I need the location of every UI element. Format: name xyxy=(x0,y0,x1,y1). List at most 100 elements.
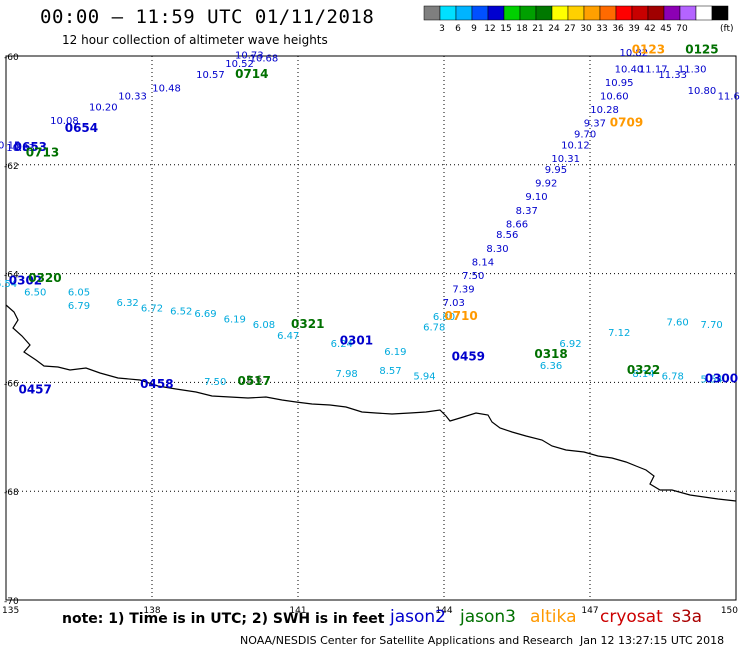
wave-height-value: 10.08 xyxy=(50,116,79,127)
wave-height-value: 10.83 xyxy=(6,143,35,154)
legend-tick-label: 3 xyxy=(439,24,445,34)
legend-swatch xyxy=(567,5,585,21)
legend-swatch xyxy=(455,5,473,21)
lat-lon-grid xyxy=(6,56,736,600)
wave-height-value: 10.57 xyxy=(196,70,225,81)
legend-tick-label: 36 xyxy=(612,24,624,34)
wave-height-value: 10.68 xyxy=(250,53,279,64)
wave-height-value: 7.50 xyxy=(462,271,484,282)
legend-cryosat: cryosat xyxy=(600,607,663,627)
legend-altika: altika xyxy=(530,607,577,627)
legend-tick-label: 9 xyxy=(471,24,477,34)
wave-height-value: 6.72 xyxy=(141,304,163,315)
wave-height-value: 11.17 xyxy=(639,64,668,75)
track-time-label: 0301 xyxy=(340,333,373,347)
legend-swatch xyxy=(423,5,441,21)
wave-height-value: 11.33 xyxy=(658,70,687,81)
wave-height-value: 6.52 xyxy=(170,306,192,317)
legend-tick-label: 27 xyxy=(564,24,575,34)
legend-swatch xyxy=(599,5,617,21)
wave-height-value: 7.50 xyxy=(204,377,226,388)
wave-height-value: 8.66 xyxy=(506,219,528,230)
plot-frame xyxy=(5,55,737,601)
wave-height-value: 10.28 xyxy=(590,105,619,116)
wave-height-value: 8.14 xyxy=(472,257,494,268)
legend-tick-label: 21 xyxy=(532,24,543,34)
wave-height-value: 6.79 xyxy=(68,301,90,312)
track-time-label: 0321 xyxy=(291,317,324,331)
lon-tick-label: 135 xyxy=(2,606,19,616)
legend-tick-label: 70 xyxy=(676,24,688,34)
legend-tick-label: 39 xyxy=(628,24,640,34)
legend-tick-label: 42 xyxy=(644,24,655,34)
track-time-label: 0517 xyxy=(237,374,270,388)
wave-height-value: 10.80 xyxy=(688,86,717,97)
wave-height-value: 7.12 xyxy=(608,328,630,339)
lat-tick-label: -68 xyxy=(4,488,19,498)
legend-units: (ft) xyxy=(720,24,734,34)
lon-tick-label: 147 xyxy=(581,606,598,616)
legend-swatch xyxy=(535,5,553,21)
legend-swatch xyxy=(551,5,569,21)
wave-height-value: 6.50 xyxy=(24,287,46,298)
wave-height-value: 7.60 xyxy=(666,317,688,328)
legend-jason2: jason2 xyxy=(390,607,446,627)
wave-height-value: 5.94 xyxy=(413,372,435,383)
wave-height-value: 6.92 xyxy=(559,339,581,350)
wave-height-value: 11.30 xyxy=(678,64,707,75)
wave-height-value: 11.6 xyxy=(718,92,740,103)
wave-height-value: 6.24 xyxy=(331,339,353,350)
wave-height-value: 10.82 xyxy=(619,48,648,59)
legend-tick-label: 12 xyxy=(484,24,495,34)
legend-tick-label: 30 xyxy=(580,24,592,34)
track-time-label: 0318 xyxy=(534,347,567,361)
wave-height-value: 6.78 xyxy=(662,372,684,383)
wave-height-value: 9.95 xyxy=(545,165,567,176)
legend-swatch xyxy=(663,5,681,21)
legend-s3a: s3a xyxy=(672,607,703,627)
credit-timestamp: Jan 12 13:27:15 UTC 2018 xyxy=(580,634,725,647)
legend-swatch xyxy=(711,5,729,21)
coastline xyxy=(5,304,737,502)
lat-tick-label: -60 xyxy=(4,53,19,63)
wave-height-value: 8.37 xyxy=(516,206,538,217)
wave-height-value: 6.36 xyxy=(540,361,562,372)
wave-height-value: 10.31 xyxy=(551,154,580,165)
legend-tick-label: 33 xyxy=(596,24,607,34)
wave-height-value: 10.40 xyxy=(615,64,644,75)
wave-height-value: 8.56 xyxy=(496,230,518,241)
wave-height-value: 6.19 xyxy=(224,315,246,326)
lon-tick-label: 141 xyxy=(289,606,306,616)
wave-height-value: 9.70 xyxy=(574,130,596,141)
wave-height-value: 6.69 xyxy=(194,309,216,320)
wave-height-value: 6.19 xyxy=(384,347,406,358)
track-time-label: 0654 xyxy=(65,121,98,135)
legend-tick-label: 18 xyxy=(516,24,528,34)
wave-height-value: 9.37 xyxy=(584,119,606,130)
wave-height-value: 6.47 xyxy=(277,331,299,342)
wave-height-value: 7.70 xyxy=(701,320,723,331)
wave-height-value: 7.98 xyxy=(336,369,358,380)
legend-swatch xyxy=(471,5,489,21)
legend-swatch xyxy=(519,5,537,21)
wave-height-value: 6.80 xyxy=(433,312,455,323)
wave-height-value: 10.15 xyxy=(0,140,20,151)
wave-height-value: 7.03 xyxy=(443,298,465,309)
wave-height-value: 6.32 xyxy=(117,298,139,309)
footer-note: note: 1) Time is in UTC; 2) SWH is in fe… xyxy=(62,611,385,627)
legend-swatch xyxy=(439,5,457,21)
legend-swatch xyxy=(631,5,649,21)
legend-swatch xyxy=(503,5,521,21)
wave-height-value: 8.57 xyxy=(379,366,401,377)
wave-height-value: 6.08 xyxy=(253,320,275,331)
wave-height-value: 10.48 xyxy=(152,83,181,94)
track-time-label: 0653 xyxy=(14,140,47,154)
track-time-label: 0709 xyxy=(610,116,643,130)
wave-height-value: 10.95 xyxy=(605,78,634,89)
wave-height-value: 10.33 xyxy=(118,92,147,103)
color-scale-legend: 3 6 9 12 15 18 21 24 27 30 33 36 39 42 45 70 (ft) xyxy=(423,5,734,34)
legend-tick-label: 45 xyxy=(660,24,671,34)
wave-height-value: 5.54 xyxy=(701,374,723,385)
